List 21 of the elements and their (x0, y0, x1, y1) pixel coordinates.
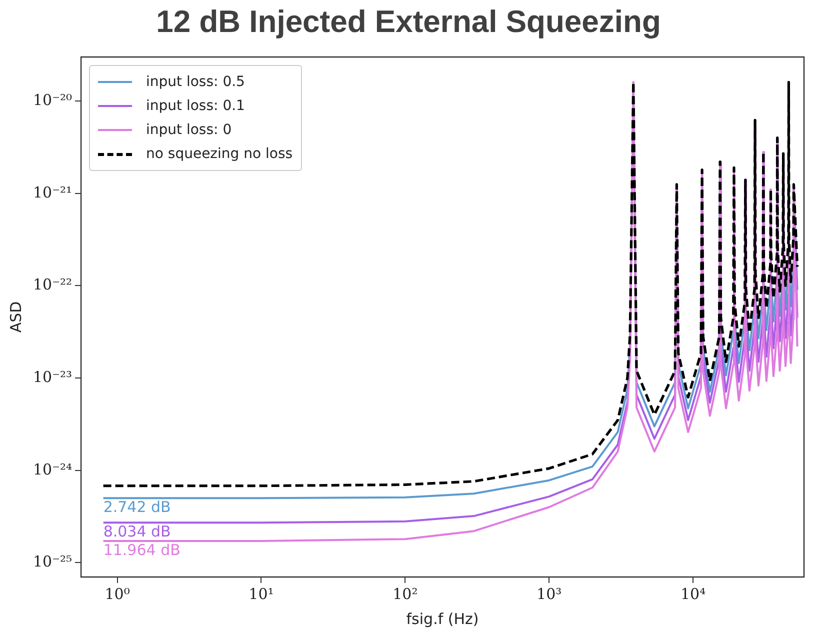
y-tick-label: 10⁻²³ (33, 368, 72, 386)
y-axis-title: ASD (6, 301, 25, 333)
chart-title: 12 dB Injected External Squeezing (155, 4, 662, 40)
x-tick-label: 10¹ (248, 584, 274, 603)
x-tick-label: 10⁰ (104, 584, 130, 603)
y-tick-label: 10⁻²⁴ (33, 460, 72, 478)
x-tick-label: 10⁴ (680, 584, 706, 603)
x-axis-title: fsig.f (Hz) (406, 610, 479, 628)
annotation: 8.034 dB (103, 522, 171, 540)
x-tick-label: 10³ (536, 584, 562, 603)
legend-label: input loss: 0 (146, 122, 232, 138)
x-tick-label: 10² (392, 584, 418, 603)
annotation: 11.964 dB (103, 540, 180, 559)
y-tick-label: 10⁻²² (33, 276, 72, 294)
legend-label: input loss: 0.1 (146, 98, 245, 114)
legend-label: input loss: 0.5 (146, 74, 245, 90)
legend-label: no squeezing no loss (146, 146, 293, 162)
y-tick-label: 10⁻²¹ (33, 183, 72, 202)
annotation: 2.742 dB (103, 498, 171, 516)
y-tick-label: 10⁻²⁰ (33, 90, 72, 109)
y-tick-label: 10⁻²⁵ (33, 552, 72, 571)
